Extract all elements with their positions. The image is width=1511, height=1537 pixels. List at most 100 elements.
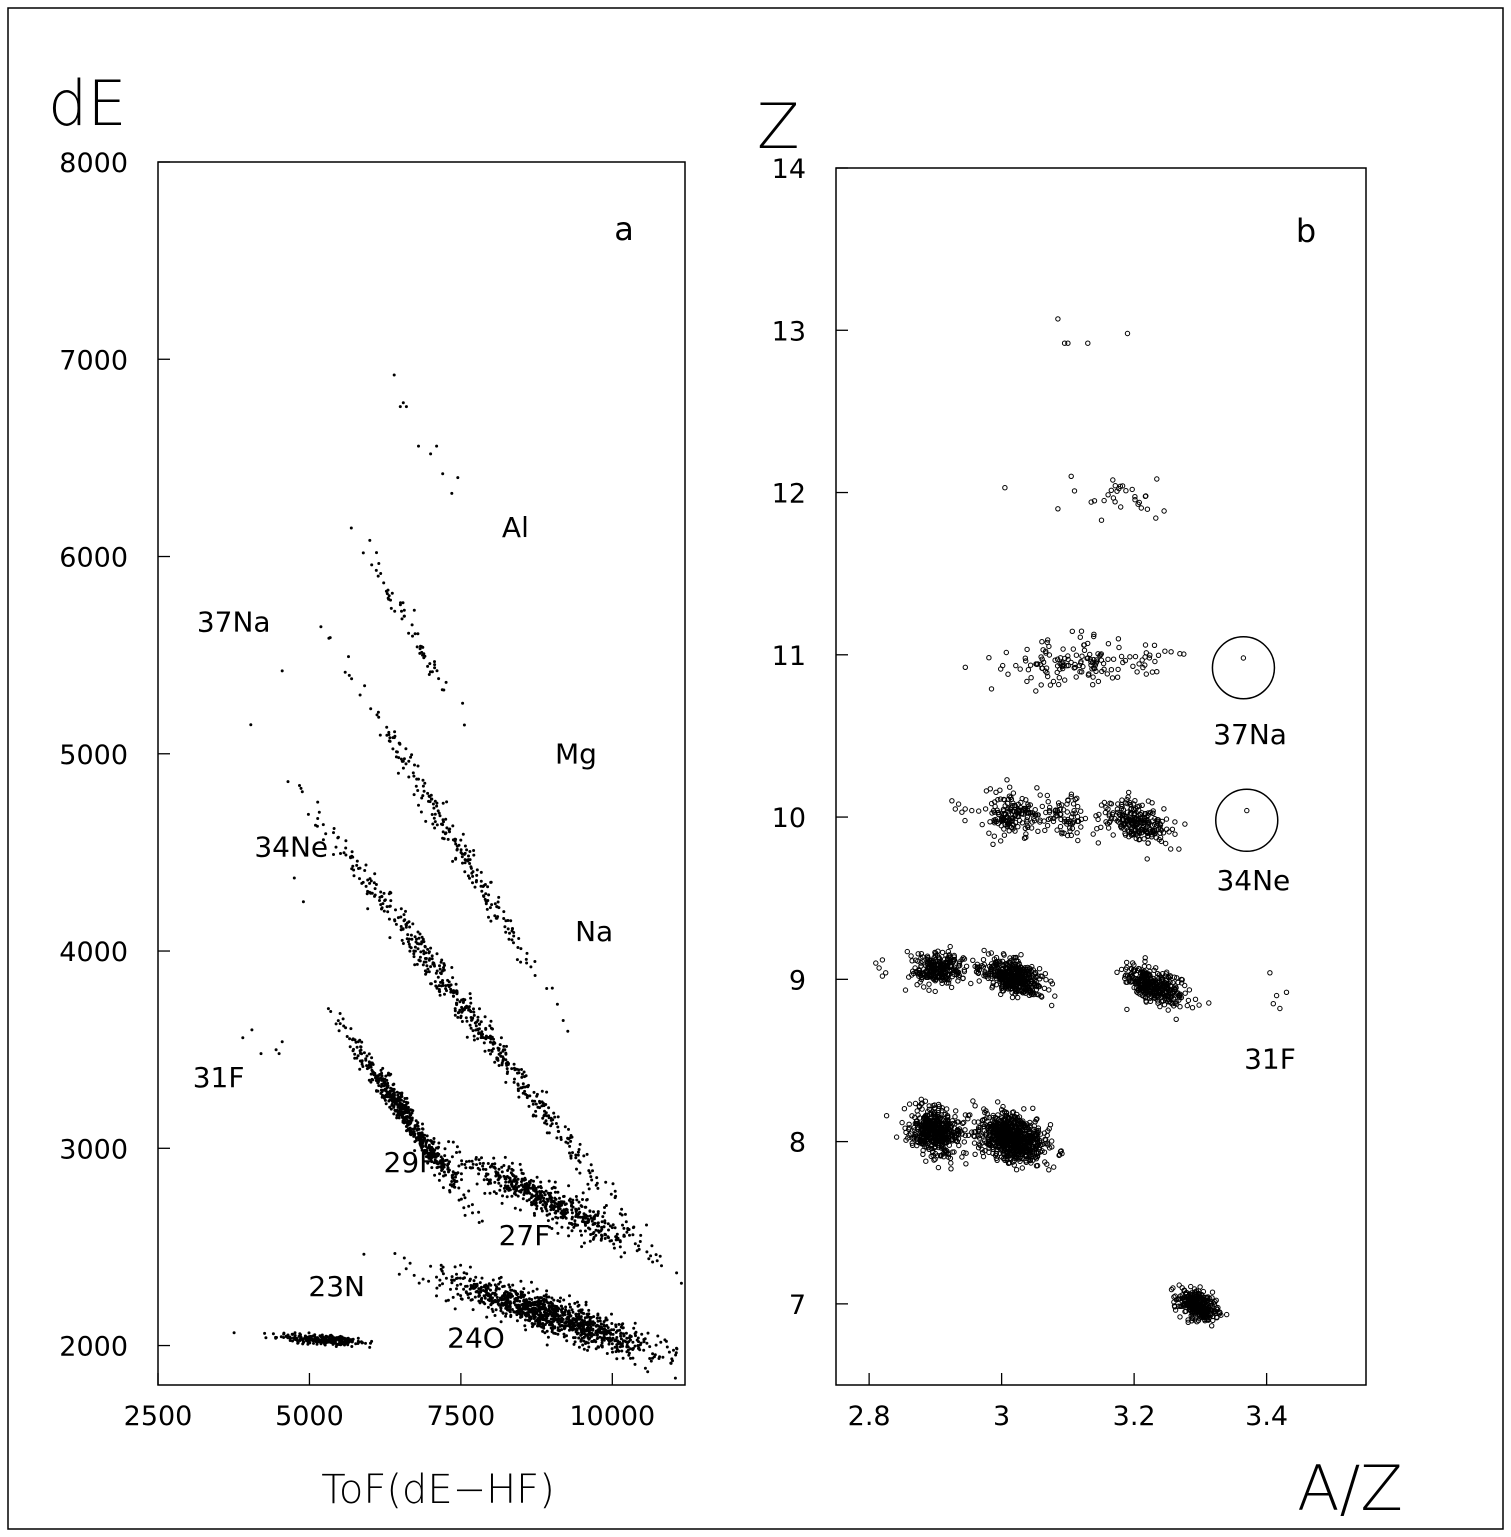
data-point (536, 1324, 539, 1328)
data-point (595, 1337, 599, 1341)
data-point (625, 1336, 629, 1340)
data-point (432, 961, 436, 965)
data-point (497, 1167, 501, 1171)
data-point (409, 933, 413, 937)
data-point (615, 1232, 619, 1236)
data-point (451, 1295, 455, 1299)
data-point (605, 1337, 609, 1341)
data-point (1196, 1002, 1202, 1008)
data-point (1108, 487, 1115, 493)
data-point (952, 806, 958, 812)
data-point (367, 1063, 371, 1066)
data-point (1153, 515, 1159, 521)
data-point (553, 1115, 557, 1119)
data-point (633, 1344, 637, 1348)
data-point (518, 1162, 522, 1166)
data-point (418, 932, 422, 936)
data-point (604, 1329, 608, 1332)
data-point (481, 1032, 485, 1036)
data-point (417, 444, 420, 448)
data-point (387, 594, 391, 598)
data-point (405, 1117, 409, 1121)
data-point (595, 1316, 599, 1320)
data-point (467, 1159, 471, 1163)
data-point (583, 1332, 586, 1336)
data-point (487, 915, 490, 919)
data-point (616, 1340, 620, 1344)
data-point (610, 1239, 613, 1243)
data-point (554, 1122, 558, 1125)
data-point (562, 1332, 566, 1336)
data-point (538, 1190, 542, 1193)
data-point (476, 1015, 480, 1019)
data-point (621, 1356, 625, 1360)
data-point (412, 952, 416, 956)
data-point (437, 677, 441, 681)
data-point (480, 889, 484, 893)
data-point (406, 940, 410, 944)
data-point (419, 950, 423, 954)
data-point (1001, 832, 1008, 838)
data-point (488, 1024, 492, 1028)
panel-a-ytick-label: 8000 (59, 148, 128, 179)
data-point (499, 1184, 503, 1188)
data-point (1104, 671, 1111, 677)
data-point (1017, 666, 1023, 672)
data-point (444, 680, 448, 684)
data-point (400, 1111, 404, 1115)
data-point (344, 839, 348, 843)
data-point (437, 984, 441, 988)
data-point (271, 1332, 275, 1336)
data-point (321, 1338, 325, 1342)
data-point (370, 1056, 374, 1060)
data-point (623, 1251, 627, 1255)
data-point (1068, 473, 1074, 479)
data-point (484, 1034, 488, 1038)
data-point (358, 1038, 362, 1042)
data-point (574, 1153, 578, 1157)
data-point (350, 1340, 354, 1344)
data-point (298, 1339, 302, 1342)
data-point (506, 927, 510, 931)
data-point (364, 863, 368, 867)
data-point (521, 1091, 525, 1095)
data-point (518, 1310, 521, 1314)
data-point (1055, 506, 1061, 512)
annotation-34Ne: 34Ne (254, 830, 328, 863)
data-point (679, 1281, 683, 1285)
data-point (527, 1300, 531, 1304)
data-point (563, 1313, 567, 1317)
data-point (585, 1312, 589, 1316)
data-point (413, 1140, 417, 1144)
data-point (639, 1341, 643, 1345)
data-point (450, 1281, 454, 1285)
data-point (390, 1103, 394, 1107)
data-point (624, 1331, 628, 1335)
data-point (384, 1074, 388, 1078)
data-point (386, 596, 390, 600)
data-point (394, 755, 398, 759)
data-point (391, 1098, 394, 1102)
data-point (535, 1198, 538, 1202)
data-point (411, 1132, 415, 1136)
data-point (423, 781, 427, 785)
data-point (441, 1186, 445, 1190)
data-point (479, 879, 483, 883)
data-point (1056, 675, 1063, 681)
panel-b-xlabel: A/Z (1297, 1452, 1403, 1525)
data-point (473, 1021, 477, 1025)
data-point (380, 1082, 384, 1086)
data-point (673, 1376, 677, 1380)
data-point (479, 1036, 483, 1040)
data-point (419, 810, 423, 814)
data-point (525, 1311, 529, 1315)
data-point (415, 937, 418, 941)
data-point (460, 852, 464, 856)
data-point (404, 909, 407, 913)
data-point (468, 862, 472, 865)
data-point (560, 1304, 563, 1308)
data-point (409, 755, 413, 759)
data-point (323, 1340, 327, 1344)
data-point (579, 1229, 582, 1233)
data-point (655, 1259, 659, 1263)
